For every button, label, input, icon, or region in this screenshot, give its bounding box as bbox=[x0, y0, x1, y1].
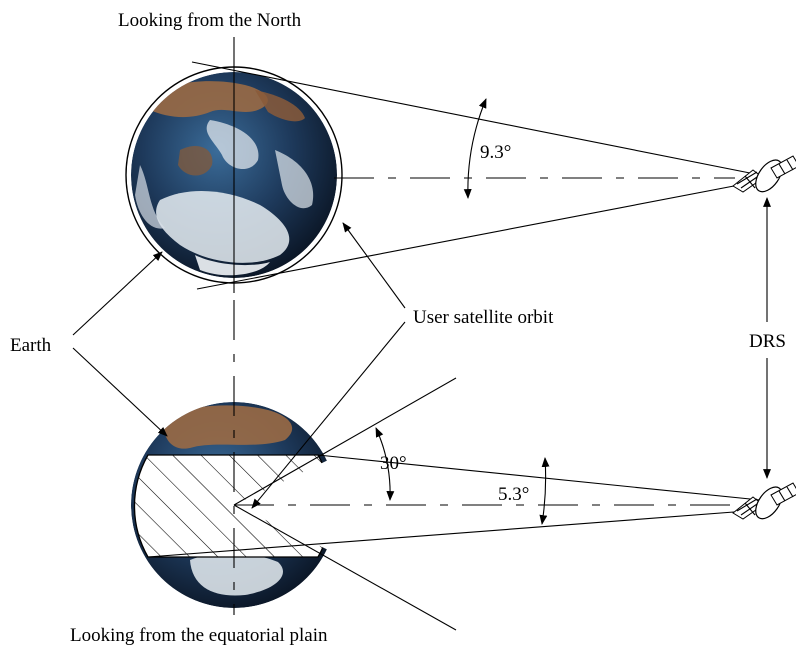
orbit-plane-section bbox=[133, 454, 333, 558]
earth-pointer-top bbox=[72, 251, 163, 336]
drs-label: DRS bbox=[749, 331, 786, 352]
bottom-30-angle-arc bbox=[375, 427, 395, 501]
user-orbit-label: User satellite orbit bbox=[413, 307, 554, 328]
bottom-53-angle-arc bbox=[539, 457, 550, 525]
angle-bottom-large-label: 30° bbox=[380, 453, 407, 474]
top-sightline-lower bbox=[196, 180, 761, 290]
satellite-icon bbox=[732, 155, 796, 193]
orbit-pointer-top bbox=[342, 222, 406, 309]
bottom-sightline-lower bbox=[147, 509, 761, 558]
top-title: Looking from the North bbox=[118, 10, 302, 31]
orbit-inclination-upper bbox=[233, 377, 457, 506]
angle-bottom-small-label: 5.3° bbox=[498, 484, 529, 505]
angle-top-label: 9.3° bbox=[480, 142, 511, 163]
orbit-pointer-bottom bbox=[251, 321, 406, 509]
orbit-inclination-lower bbox=[233, 504, 457, 631]
satellite-icon bbox=[732, 482, 796, 520]
earth-label: Earth bbox=[10, 335, 52, 356]
top-angle-arc bbox=[463, 98, 487, 199]
bottom-title: Looking from the equatorial plain bbox=[70, 625, 328, 646]
earth-pointer-bottom bbox=[72, 347, 168, 437]
